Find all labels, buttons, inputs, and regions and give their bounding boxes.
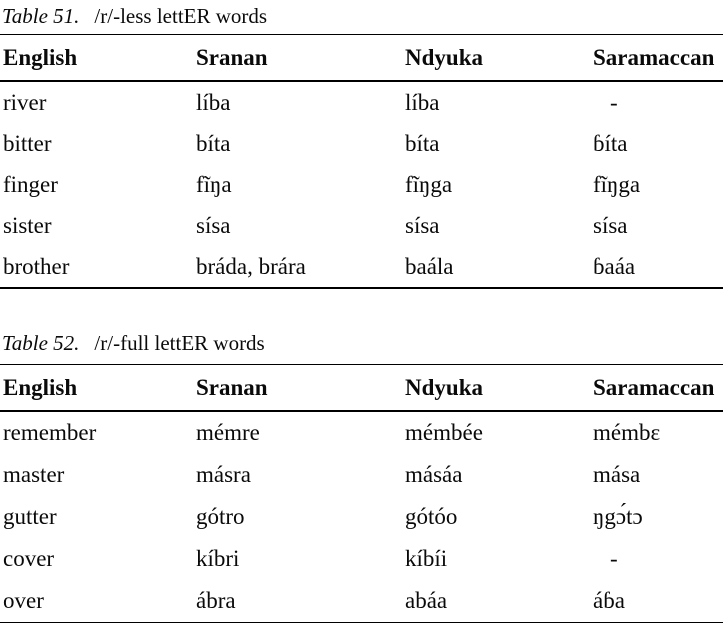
table-cell: sister — [3, 212, 52, 238]
table-52-caption-text: /r/-full lettER words — [94, 331, 265, 355]
table-51-body: river líba líba - bitter bíta bíta ɓíta finger fĩ… — [0, 81, 723, 288]
table-51-caption-label: Table 51. — [2, 4, 80, 28]
table-51-header: English Sranan Ndyuka Saramaccan — [0, 34, 723, 82]
table-cell: mémbée — [405, 420, 483, 445]
table-cell: áɓa — [593, 588, 625, 613]
table-row: cover kíbri kíbíi - — [0, 538, 723, 580]
table-cell: mémre — [196, 420, 260, 445]
table-cell: river — [3, 89, 47, 115]
header-row: English Sranan Ndyuka Saramaccan — [0, 34, 723, 82]
table-cell: bíta — [196, 130, 231, 156]
table-cell: mása — [593, 462, 641, 487]
table-cell: gótro — [196, 504, 245, 529]
table-cell: abáa — [405, 588, 448, 613]
table-cell: baála — [405, 253, 454, 279]
column-header: Sranan — [196, 34, 405, 82]
column-header: English — [0, 34, 196, 82]
table-cell: bráda, brára — [196, 253, 306, 279]
column-header: Sranan — [196, 364, 405, 412]
table-52-rfull-letter-words: English Sranan Ndyuka Saramaccan remember mé… — [0, 364, 723, 623]
table-cell: sísa — [405, 212, 440, 238]
table-cell: líba — [405, 89, 440, 115]
column-header: Saramaccan — [593, 364, 723, 412]
table-row: sister sísa sísa sísa — [0, 205, 723, 246]
table-cell: ŋgɔ́tɔ — [593, 504, 643, 529]
column-header: English — [0, 364, 196, 412]
table-51-caption-text: /r/-less lettER words — [94, 4, 268, 28]
table-cell: fĩŋga — [593, 171, 641, 197]
table-cell: ɓíta — [593, 130, 628, 156]
table-51-caption: Table 51. /r/-less lettER words — [0, 0, 723, 34]
table-cell: másra — [196, 462, 251, 487]
table-row: river líba líba - — [0, 81, 723, 123]
table-row: remember mémre mémbée mémbɛ — [0, 411, 723, 454]
table-cell: fĩŋga — [405, 171, 453, 197]
table-cell: gótóo — [405, 504, 458, 529]
table-cell: sísa — [196, 212, 231, 238]
table-52-caption-label: Table 52. — [2, 331, 80, 355]
table-cell: - — [610, 546, 618, 571]
table-cell: bíta — [405, 130, 440, 156]
table-cell: finger — [3, 171, 58, 197]
header-row: English Sranan Ndyuka Saramaccan — [0, 364, 723, 412]
table-cell: ábra — [196, 588, 236, 613]
table-cell: kíbíi — [405, 546, 448, 571]
table-row: over ábra abáa áɓa — [0, 580, 723, 623]
table-cell: líba — [196, 89, 231, 115]
table-row: brother bráda, brára baála ɓaáa — [0, 246, 723, 288]
table-52-header: English Sranan Ndyuka Saramaccan — [0, 364, 723, 412]
table-row: gutter gótro gótóo ŋgɔ́tɔ — [0, 496, 723, 538]
table-cell: - — [610, 89, 618, 115]
table-cell: sísa — [593, 212, 628, 238]
table-cell: mémbɛ — [593, 420, 661, 445]
table-cell: over — [3, 588, 44, 613]
table-cell: kíbri — [196, 546, 240, 571]
table-cell: brother — [3, 253, 70, 279]
table-cell: másáa — [405, 462, 463, 487]
table-cell: master — [3, 462, 65, 487]
table-cell: gutter — [3, 504, 57, 529]
table-cell: ɓaáa — [593, 253, 636, 279]
table-cell: bitter — [3, 130, 52, 156]
column-header: Ndyuka — [405, 364, 593, 412]
table-51-rless-letter-words: English Sranan Ndyuka Saramaccan river líba l… — [0, 34, 723, 289]
table-row: finger fĩŋa fĩŋga fĩŋga — [0, 164, 723, 205]
table-52-caption: Table 52. /r/-full lettER words — [0, 289, 723, 364]
table-cell: remember — [3, 420, 97, 445]
table-52-body: remember mémre mémbée mémbɛ master másra másáa… — [0, 411, 723, 623]
table-cell: fĩŋa — [196, 171, 232, 197]
table-row: bitter bíta bíta ɓíta — [0, 123, 723, 164]
column-header: Ndyuka — [405, 34, 593, 82]
table-row: master másra másáa mása — [0, 454, 723, 496]
column-header: Saramaccan — [593, 34, 723, 82]
table-cell: cover — [3, 546, 55, 571]
